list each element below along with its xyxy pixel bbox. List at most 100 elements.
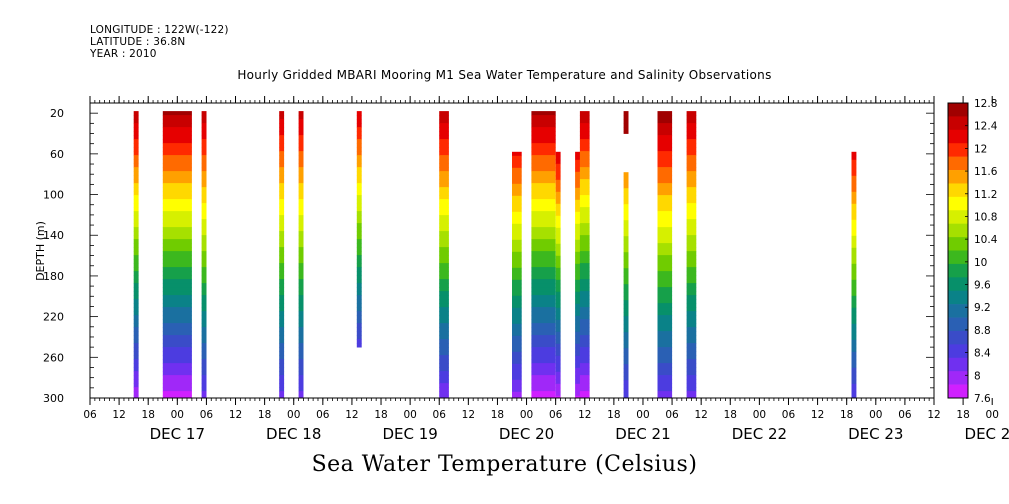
column-cell (686, 367, 697, 372)
column-cell (298, 275, 304, 280)
column-cell (298, 215, 304, 220)
column-cell (531, 351, 556, 356)
column-cell (356, 131, 362, 136)
column-cell (531, 231, 556, 236)
column-cell (555, 271, 561, 277)
column-cell (439, 163, 449, 168)
column-cell (555, 259, 561, 265)
column-cell (298, 379, 304, 384)
column-cell (851, 359, 857, 365)
column-cell (575, 291, 580, 297)
column-cell (512, 167, 522, 173)
column-cell (531, 239, 556, 244)
column-cell (512, 347, 522, 353)
column-cell (657, 379, 673, 384)
column-cell (555, 351, 561, 357)
column-cell (555, 375, 561, 381)
column-cell (623, 364, 629, 369)
column-cell (279, 123, 285, 128)
column-cell (201, 223, 207, 228)
column-cell (623, 131, 629, 134)
column-cell (162, 155, 192, 160)
column-cell (279, 231, 285, 236)
column-cell (686, 379, 697, 384)
column-cell (201, 391, 207, 396)
column-cell (623, 115, 629, 120)
column-cell (575, 223, 580, 229)
column-cell (279, 359, 285, 364)
column-cell (851, 219, 857, 225)
column-cell (201, 227, 207, 232)
column-cell (531, 287, 556, 292)
column-cell (851, 283, 857, 289)
column-cell (657, 263, 673, 268)
column-cell (686, 135, 697, 140)
column-cell (575, 283, 580, 289)
column-cell (162, 223, 192, 228)
column-cell (531, 115, 556, 120)
column-cell (356, 335, 362, 340)
column-cell (686, 167, 697, 172)
column-cell (555, 215, 561, 221)
column-cell (851, 247, 857, 253)
column-cell (162, 375, 192, 380)
column-cell (133, 191, 139, 196)
column-cell (298, 239, 304, 244)
column-cell (356, 123, 362, 128)
column-cell (279, 335, 285, 340)
column-cell (579, 335, 590, 340)
column-cell (279, 147, 285, 152)
column-cell (686, 139, 697, 144)
column-cell (439, 203, 449, 208)
column-cell (133, 375, 139, 380)
column-cell (439, 155, 449, 160)
column-cell (657, 311, 673, 316)
column-cell (555, 211, 561, 217)
column-cell (686, 363, 697, 368)
column-cell (133, 227, 139, 232)
column-cell (531, 383, 556, 388)
column-cell (201, 147, 207, 152)
column-cell (279, 211, 285, 216)
column-cell (439, 127, 449, 132)
column-cell (575, 351, 580, 357)
column-cell (279, 191, 285, 196)
column-cell (686, 311, 697, 316)
column-cell (531, 211, 556, 216)
column-cell (279, 379, 285, 384)
column-cell (575, 203, 580, 209)
column-cell (201, 183, 207, 188)
axes: 06 12 18 00 06 12 18 00 06 12 18 00 06 12 18 00 06 12 18 00… (43, 96, 1009, 443)
column-cell (575, 179, 580, 185)
column-cell (162, 195, 192, 200)
column-cell (356, 167, 362, 172)
column-cell (298, 219, 304, 224)
column-cell (512, 231, 522, 237)
column-cell (555, 303, 561, 309)
column-cell (439, 263, 449, 268)
column-cell (162, 243, 192, 248)
column-cell (439, 339, 449, 344)
column-cell (201, 323, 207, 328)
column-cell (657, 143, 673, 148)
column-cell (133, 367, 139, 372)
column-cell (555, 155, 561, 161)
column-cell (686, 195, 697, 200)
column-cell (657, 243, 673, 248)
y-tick-label: 260 (43, 351, 64, 364)
column-cell (133, 327, 139, 332)
column-cell (162, 183, 192, 188)
column-cell (512, 287, 522, 293)
column-cell (623, 260, 629, 265)
column-cell (657, 151, 673, 156)
column-cell (512, 199, 522, 205)
column-cell (555, 339, 561, 345)
column-cell (623, 276, 629, 281)
column-cell (279, 259, 285, 264)
column-cell (279, 311, 285, 316)
column-cell (439, 231, 449, 236)
column-cell (851, 379, 857, 385)
column-cell (356, 175, 362, 180)
column-cell (279, 115, 285, 120)
column-cell (512, 363, 522, 369)
